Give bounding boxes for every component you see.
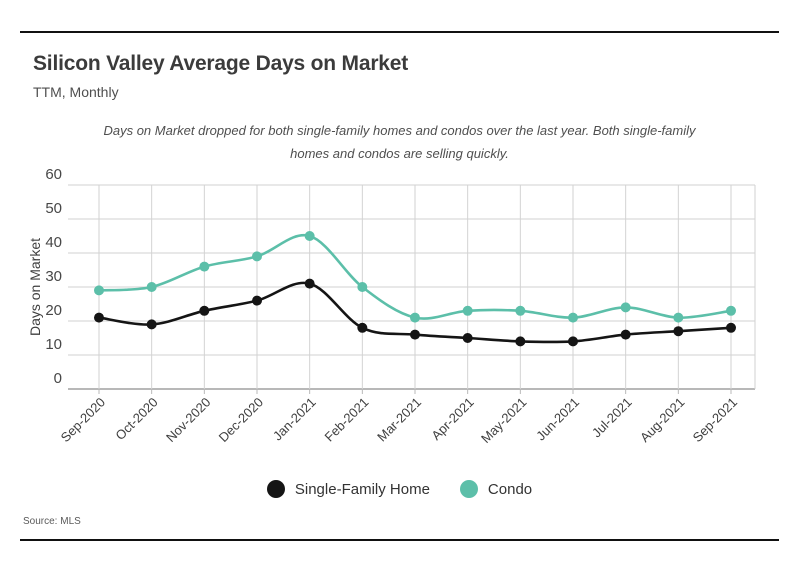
y-axis-title: Days on Market: [27, 238, 43, 336]
data-point-single-family[interactable]: [673, 326, 684, 337]
source-note: Source: MLS: [23, 516, 81, 527]
data-point-single-family[interactable]: [357, 322, 368, 333]
chart-description: Days on Market dropped for both single-f…: [103, 123, 696, 162]
x-tick-label: Feb-2021: [321, 395, 371, 445]
data-point-single-family[interactable]: [146, 319, 157, 330]
y-tick-label: 30: [45, 268, 62, 285]
data-point-condo[interactable]: [620, 302, 631, 313]
y-tick-label: 20: [45, 302, 62, 319]
x-tick-label: Jun-2021: [533, 395, 582, 444]
x-tick-label: Jul-2021: [589, 395, 635, 441]
x-tick-label: Jan-2021: [270, 395, 319, 444]
data-point-condo[interactable]: [726, 305, 736, 316]
legend-label-single-family: Single-Family Home: [294, 480, 430, 498]
x-tick-label: Sep-2021: [690, 395, 740, 445]
data-point-single-family[interactable]: [726, 322, 736, 333]
data-point-single-family[interactable]: [568, 336, 578, 347]
legend-dot-single-family: [266, 480, 285, 498]
legend-item-condo: Condo: [459, 480, 533, 498]
data-point-condo[interactable]: [146, 282, 157, 292]
data-point-single-family[interactable]: [462, 333, 473, 343]
legend-label-condo: Condo: [487, 480, 533, 498]
x-tick-label: Apr-2021: [428, 395, 476, 443]
data-point-single-family[interactable]: [199, 305, 210, 316]
legend-item-single-family: Single-Family Home: [266, 480, 430, 498]
x-tick-label: May-2021: [478, 395, 529, 446]
data-point-condo[interactable]: [568, 312, 578, 323]
data-point-condo[interactable]: [357, 282, 368, 292]
x-tick-label: Nov-2020: [163, 395, 213, 445]
x-tick-label: Mar-2021: [374, 395, 424, 445]
x-tick-label: Dec-2020: [216, 395, 266, 445]
data-point-single-family[interactable]: [620, 329, 631, 340]
data-point-condo[interactable]: [304, 231, 315, 241]
legend: Single-Family Home Condo: [0, 480, 799, 498]
data-point-single-family[interactable]: [304, 278, 315, 289]
data-point-condo[interactable]: [673, 312, 684, 323]
data-point-single-family[interactable]: [94, 312, 104, 323]
y-tick-label: 60: [45, 166, 62, 183]
chart-subtitle: TTM, Monthly: [33, 84, 119, 100]
data-point-condo[interactable]: [199, 261, 210, 272]
legend-dot-condo: [459, 480, 478, 498]
data-point-condo[interactable]: [410, 312, 420, 323]
chart-title: Silicon Valley Average Days on Market: [33, 52, 409, 75]
data-point-single-family[interactable]: [252, 295, 262, 306]
x-tick-label: Sep-2020: [58, 395, 108, 445]
data-point-condo[interactable]: [252, 251, 262, 262]
data-point-condo[interactable]: [515, 305, 526, 316]
bottom-rule: [20, 539, 779, 541]
data-point-single-family[interactable]: [410, 329, 420, 340]
y-tick-label: 0: [54, 370, 62, 387]
data-point-single-family[interactable]: [515, 336, 526, 347]
y-tick-label: 50: [45, 200, 62, 217]
chart-canvas: 0 10 20 30 40 50 60 Sep-2020 Oct-2020 Nov-2020 Dec…: [27, 166, 756, 446]
data-point-condo[interactable]: [94, 285, 104, 296]
x-tick-label: Oct-2020: [112, 395, 160, 443]
y-tick-label: 40: [45, 234, 62, 251]
x-tick-label: Aug-2021: [637, 395, 687, 445]
top-rule: [20, 31, 779, 33]
y-tick-label: 10: [45, 336, 62, 353]
data-point-condo[interactable]: [462, 305, 473, 316]
